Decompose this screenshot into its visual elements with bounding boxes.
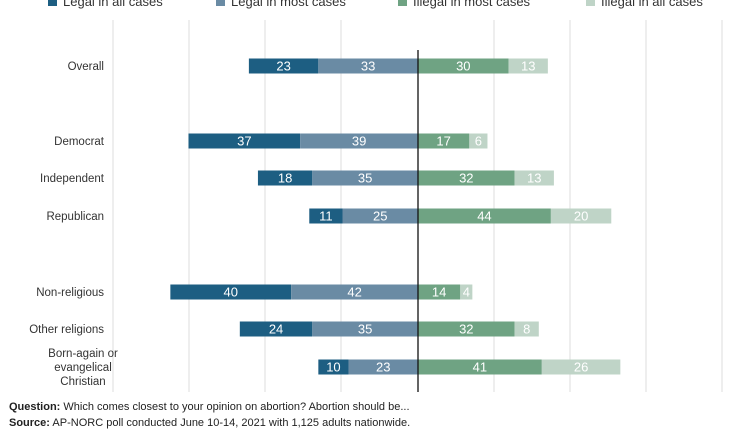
bar-illegal-in-most-cases-overall [418, 58, 509, 74]
bar-illegal-in-most-cases-born-again-or-evangelical-christian [418, 359, 542, 375]
question-label: Question: [9, 401, 61, 413]
footnote-source: Source: AP-NORC poll conducted June 10-1… [9, 417, 410, 429]
bar-legal-in-most-cases-other-religions [312, 321, 418, 337]
legend-swatch-illegal-all [586, 0, 595, 6]
bar-illegal-in-most-cases-democrat [418, 133, 470, 149]
data-label: 44 [477, 209, 491, 224]
legend-item-illegal-all: Illegal in all cases [586, 0, 703, 9]
bar-illegal-in-all-cases-republican [550, 208, 612, 224]
data-label: 35 [358, 322, 372, 337]
data-label: 39 [352, 134, 366, 149]
data-label: 25 [373, 209, 387, 224]
legend-swatch-legal-most [216, 0, 225, 6]
bar-illegal-in-most-cases-other-religions [418, 321, 515, 337]
bar-illegal-in-all-cases-other-religions [514, 321, 539, 337]
bar-legal-in-all-cases-independent [257, 170, 313, 186]
category-label: Overall [68, 61, 104, 73]
legend-label-illegal-most: Illegal in most cases [413, 0, 531, 9]
legend-item-legal-most: Legal in most cases [216, 0, 346, 9]
legend-swatch-legal-all [48, 0, 57, 6]
category-label: Democrat [54, 136, 105, 148]
data-label: 33 [361, 59, 375, 74]
category-label-line: Other religions [29, 324, 104, 336]
category-label-line: Democrat [54, 136, 105, 148]
bar-legal-in-most-cases-republican [342, 208, 418, 224]
footnote-question: Question: Which comes closest to your op… [9, 401, 410, 413]
source-text: AP-NORC poll conducted June 10-14, 2021 … [52, 417, 411, 429]
bar-legal-in-all-cases-republican [309, 208, 343, 224]
bar-legal-in-all-cases-other-religions [239, 321, 313, 337]
data-label: 24 [269, 322, 283, 337]
data-label: 32 [459, 322, 473, 337]
bar-illegal-in-most-cases-republican [418, 208, 551, 224]
data-label: 40 [224, 285, 238, 300]
bar-legal-in-most-cases-non-religious [291, 284, 418, 300]
legend-item-legal-all: Legal in all cases [48, 0, 163, 9]
legend-label-illegal-all: Illegal in all cases [601, 0, 703, 9]
data-label: 6 [475, 134, 482, 149]
legend-swatch-illegal-most [398, 0, 407, 6]
category-label: Independent [40, 173, 105, 185]
category-label-line: Born-again or [48, 348, 118, 360]
data-label: 23 [276, 59, 290, 74]
data-label: 32 [459, 171, 473, 186]
bar-illegal-in-most-cases-independent [418, 170, 515, 186]
category-label-line: Non-religious [36, 287, 104, 299]
bar-legal-in-most-cases-independent [312, 170, 418, 186]
category-label: Republican [46, 211, 104, 223]
category-label-line: Overall [68, 61, 104, 73]
data-label: 30 [456, 59, 470, 74]
data-label: 23 [376, 360, 390, 375]
category-label: Non-religious [36, 287, 104, 299]
data-label: 20 [574, 209, 588, 224]
data-label: 13 [527, 171, 541, 186]
category-label-line: Christian [60, 376, 105, 388]
legend-item-illegal-most: Illegal in most cases [398, 0, 530, 9]
legend-label-legal-all: Legal in all cases [63, 0, 163, 9]
legend: Legal in all cases Legal in most cases I… [0, 0, 747, 10]
data-label: 13 [521, 59, 535, 74]
bar-illegal-in-all-cases-overall [508, 58, 548, 74]
data-label: 14 [432, 285, 446, 300]
data-label: 11 [319, 209, 333, 224]
data-label: 10 [326, 360, 340, 375]
data-label: 35 [358, 171, 372, 186]
data-label: 18 [278, 171, 292, 186]
category-label-line: Independent [40, 173, 105, 185]
bar-legal-in-all-cases-born-again-or-evangelical-christian [318, 359, 349, 375]
bar-legal-in-most-cases-born-again-or-evangelical-christian [348, 359, 418, 375]
category-label-line: evangelical [54, 362, 112, 374]
category-label-line: Republican [46, 211, 104, 223]
bar-legal-in-all-cases-democrat [188, 133, 301, 149]
bar-legal-in-most-cases-democrat [300, 133, 418, 149]
bar-illegal-in-all-cases-born-again-or-evangelical-christian [541, 359, 621, 375]
data-label: 42 [347, 285, 361, 300]
data-label: 4 [463, 285, 470, 300]
source-label: Source: [9, 417, 50, 429]
bar-illegal-in-all-cases-democrat [469, 133, 488, 149]
question-text: Which comes closest to your opinion on a… [63, 401, 410, 413]
data-label: 26 [574, 360, 588, 375]
bar-illegal-in-all-cases-non-religious [460, 284, 473, 300]
data-label: 8 [523, 322, 530, 337]
data-label: 41 [473, 360, 487, 375]
bar-illegal-in-all-cases-independent [514, 170, 554, 186]
category-label: Other religions [29, 324, 104, 336]
bar-legal-in-all-cases-overall [248, 58, 319, 74]
bar-illegal-in-most-cases-non-religious [418, 284, 461, 300]
data-label: 17 [436, 134, 450, 149]
bar-legal-in-all-cases-non-religious [170, 284, 292, 300]
category-label: Born-again or evangelical Christian [48, 348, 118, 388]
bar-legal-in-most-cases-overall [318, 58, 418, 74]
data-label: 37 [237, 134, 251, 149]
legend-label-legal-most: Legal in most cases [231, 0, 346, 9]
